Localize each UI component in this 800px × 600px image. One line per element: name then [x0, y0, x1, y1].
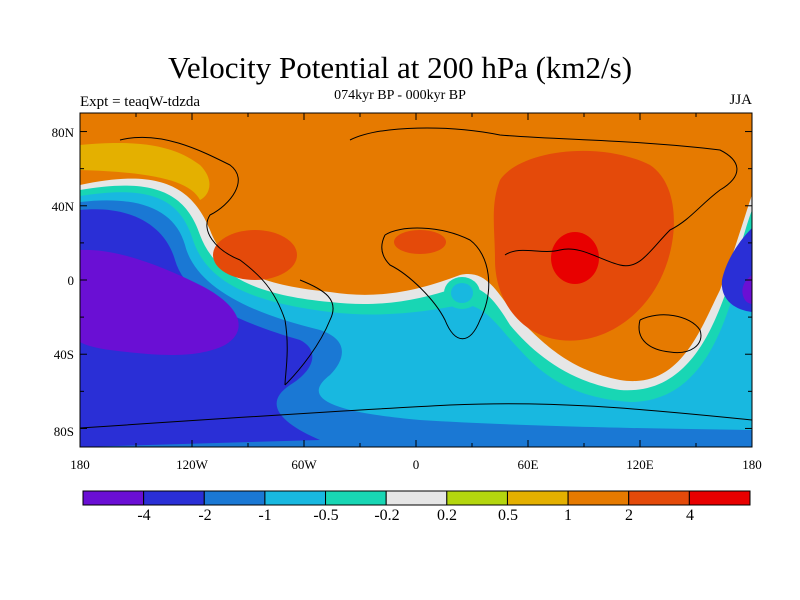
colorbar-swatch — [385, 490, 448, 506]
colorbar-label: 2 — [625, 507, 633, 524]
lat-label: 0 — [67, 273, 75, 288]
contour-band-orange-top — [80, 113, 752, 140]
colorbar-label: 0.5 — [498, 507, 518, 524]
contour-field — [80, 113, 752, 447]
colorbar-swatch — [567, 490, 630, 506]
colorbar-label: 4 — [686, 507, 694, 524]
contour-africa-red — [394, 230, 446, 254]
plot-title: Velocity Potential at 200 hPa (km2/s) — [167, 50, 633, 85]
colorbar-label: 1 — [564, 507, 572, 524]
colorbar-swatch — [688, 490, 751, 506]
lat-label: 80N — [51, 125, 74, 140]
colorbar-swatch — [264, 490, 327, 506]
contour-band-purple — [80, 249, 239, 355]
lat-label: 40S — [53, 347, 74, 362]
lon-label: 0 — [412, 457, 420, 472]
coastlines — [80, 127, 752, 429]
contour-africa-cyan — [451, 283, 473, 303]
season-label: JJA — [729, 92, 752, 108]
contour-band-yellow-n — [80, 142, 210, 200]
colorbar-swatch — [143, 490, 205, 506]
lon-label: 120E — [626, 457, 654, 472]
plot-subtitle: 074kyr BP - 000kyr BP — [334, 88, 466, 103]
lon-label: 180 — [742, 457, 762, 472]
colorbar-label: -4 — [137, 507, 151, 524]
colorbar — [82, 490, 751, 506]
colorbar-swatch — [82, 490, 145, 506]
contour-asia-core — [551, 232, 599, 284]
colorbar-swatch — [628, 490, 690, 506]
colorbar-label: -1 — [258, 507, 272, 524]
colorbar-label: 0.2 — [437, 507, 457, 524]
contour-band-wpac-core — [742, 275, 752, 304]
colorbar-swatch — [203, 490, 266, 506]
colorbar-label: -0.2 — [374, 507, 400, 524]
lat-label: 80S — [53, 424, 74, 439]
lon-label: 180 — [70, 457, 90, 472]
lon-label: 60E — [517, 457, 539, 472]
colorbar-swatch — [506, 490, 569, 506]
experiment-label: Expt = teaqW-tdzda — [80, 94, 201, 110]
axis-ticks — [79, 113, 753, 447]
colorbar-swatch — [446, 490, 508, 506]
lon-label: 120W — [176, 457, 208, 472]
colorbar-swatch — [325, 490, 387, 506]
lat-label: 40N — [51, 199, 74, 214]
colorbar-label: -0.5 — [313, 507, 339, 524]
lon-label: 60W — [291, 457, 317, 472]
colorbar-label: -2 — [198, 507, 212, 524]
contour-caribbean-red — [213, 230, 297, 280]
